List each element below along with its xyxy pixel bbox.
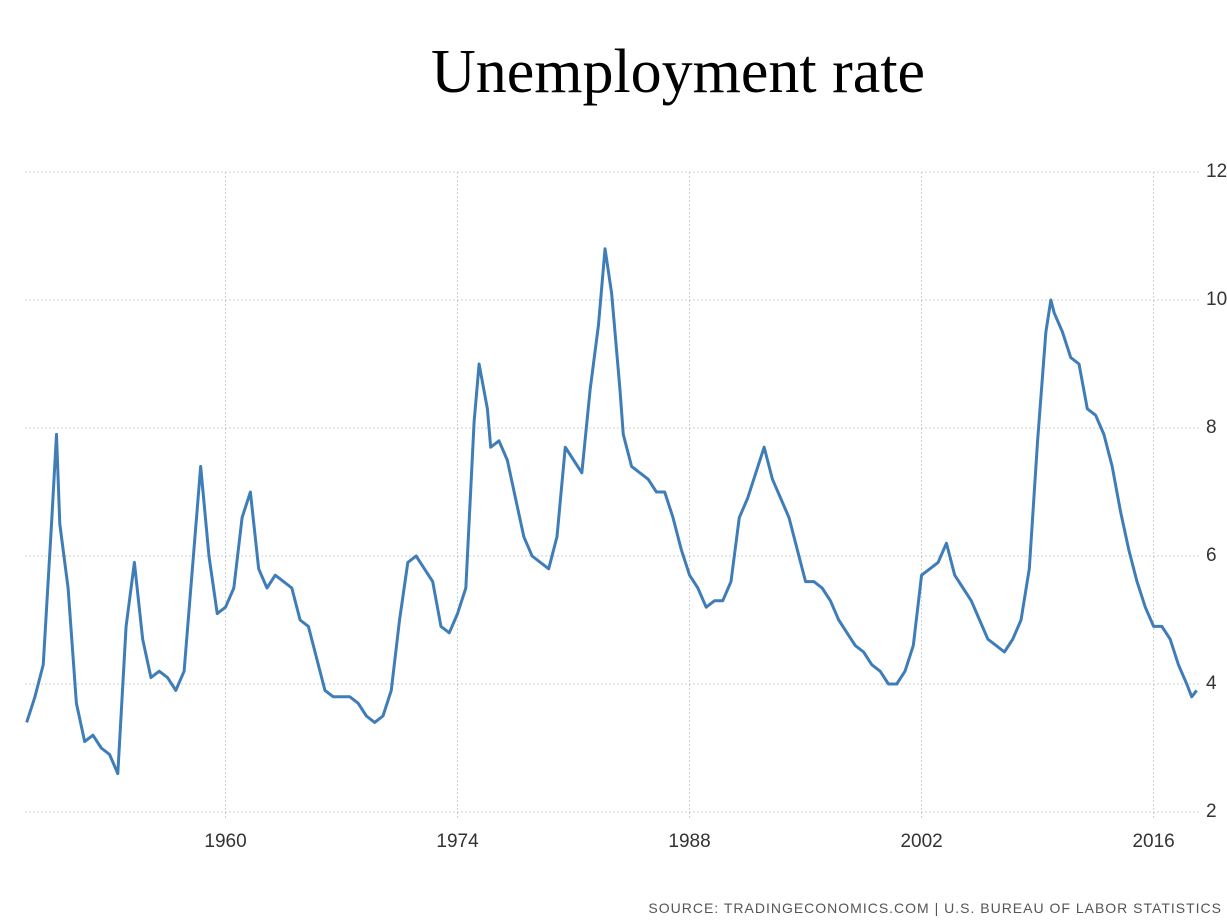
y-tick-label: 12 xyxy=(1206,161,1227,182)
y-tick-label: 2 xyxy=(1206,801,1217,822)
y-tick-label: 8 xyxy=(1206,417,1217,438)
x-tick-label: 1960 xyxy=(204,831,246,852)
x-tick-label: 2016 xyxy=(1132,831,1174,852)
y-tick-label: 6 xyxy=(1206,545,1217,566)
y-tick-label: 4 xyxy=(1206,673,1217,694)
chart-title: Unemployment rate xyxy=(431,38,925,106)
x-tick-label: 1974 xyxy=(436,831,479,852)
x-tick-label: 2002 xyxy=(900,831,942,852)
source-note: SOURCE: TRADINGECONOMICS.COM | U.S. BURE… xyxy=(648,900,1222,916)
y-tick-label: 10 xyxy=(1206,289,1227,310)
x-tick-label: 1988 xyxy=(668,831,710,852)
data-line xyxy=(25,247,1198,776)
